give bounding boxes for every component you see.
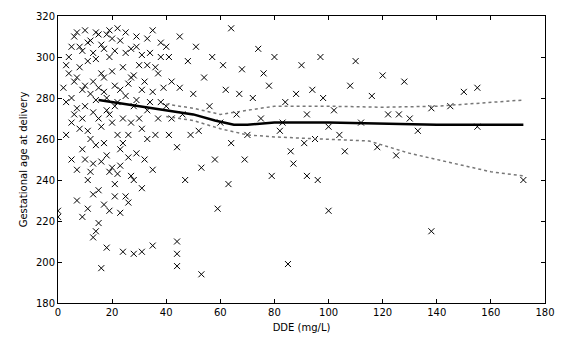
svg-text:220: 220 [36,216,55,227]
svg-text:180: 180 [535,307,554,318]
svg-text:140: 140 [427,307,446,318]
svg-text:100: 100 [319,307,338,318]
svg-text:200: 200 [36,257,55,268]
svg-text:0: 0 [55,307,61,318]
svg-text:DDE (mg/L): DDE (mg/L) [273,322,331,333]
svg-text:300: 300 [36,52,55,63]
svg-text:260: 260 [36,134,55,145]
svg-text:280: 280 [36,93,55,104]
svg-text:320: 320 [36,11,55,22]
svg-text:40: 40 [160,307,173,318]
svg-text:120: 120 [373,307,392,318]
svg-text:80: 80 [268,307,281,318]
svg-text:160: 160 [481,307,500,318]
svg-text:Gestational age at delivery: Gestational age at delivery [18,92,29,228]
svg-text:20: 20 [106,307,119,318]
svg-text:60: 60 [214,307,227,318]
svg-text:180: 180 [36,298,55,309]
svg-text:240: 240 [36,175,55,186]
